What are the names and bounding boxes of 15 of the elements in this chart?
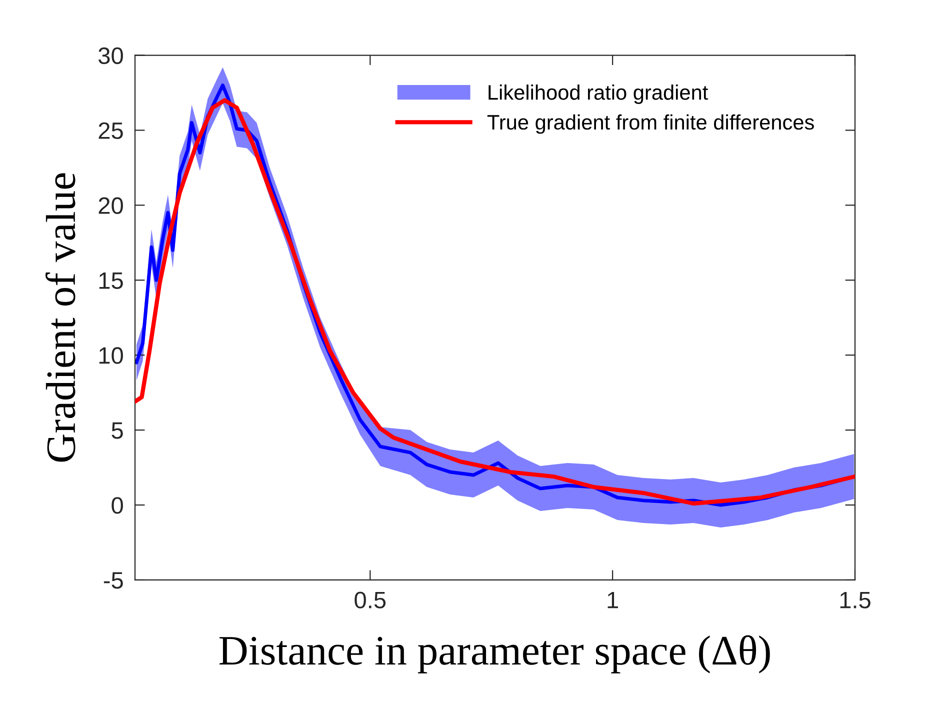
x-tick-label: 0.5 — [354, 592, 386, 608]
x-tick-label: 1.5 — [840, 592, 870, 608]
x-axis-title: Distance in parameter space (Δθ) — [219, 635, 770, 674]
legend-label: Likelihood ratio gradient — [488, 84, 708, 104]
y-tick-label: 15 — [99, 272, 123, 289]
x-tick-label: 1 — [608, 592, 618, 608]
y-tick-label: 10 — [99, 347, 123, 364]
y-tick-label: 30 — [98, 47, 123, 64]
y-tick-label: 20 — [98, 197, 123, 214]
y-tick-label: 25 — [98, 122, 123, 140]
y-tick-label: -5 — [104, 572, 123, 589]
y-tick-label: 5 — [112, 422, 123, 439]
legend-label: True gradient from finite differences — [487, 114, 814, 134]
y-tick-label: 0 — [112, 497, 123, 514]
y-axis-title: Gradient of value — [46, 173, 76, 462]
